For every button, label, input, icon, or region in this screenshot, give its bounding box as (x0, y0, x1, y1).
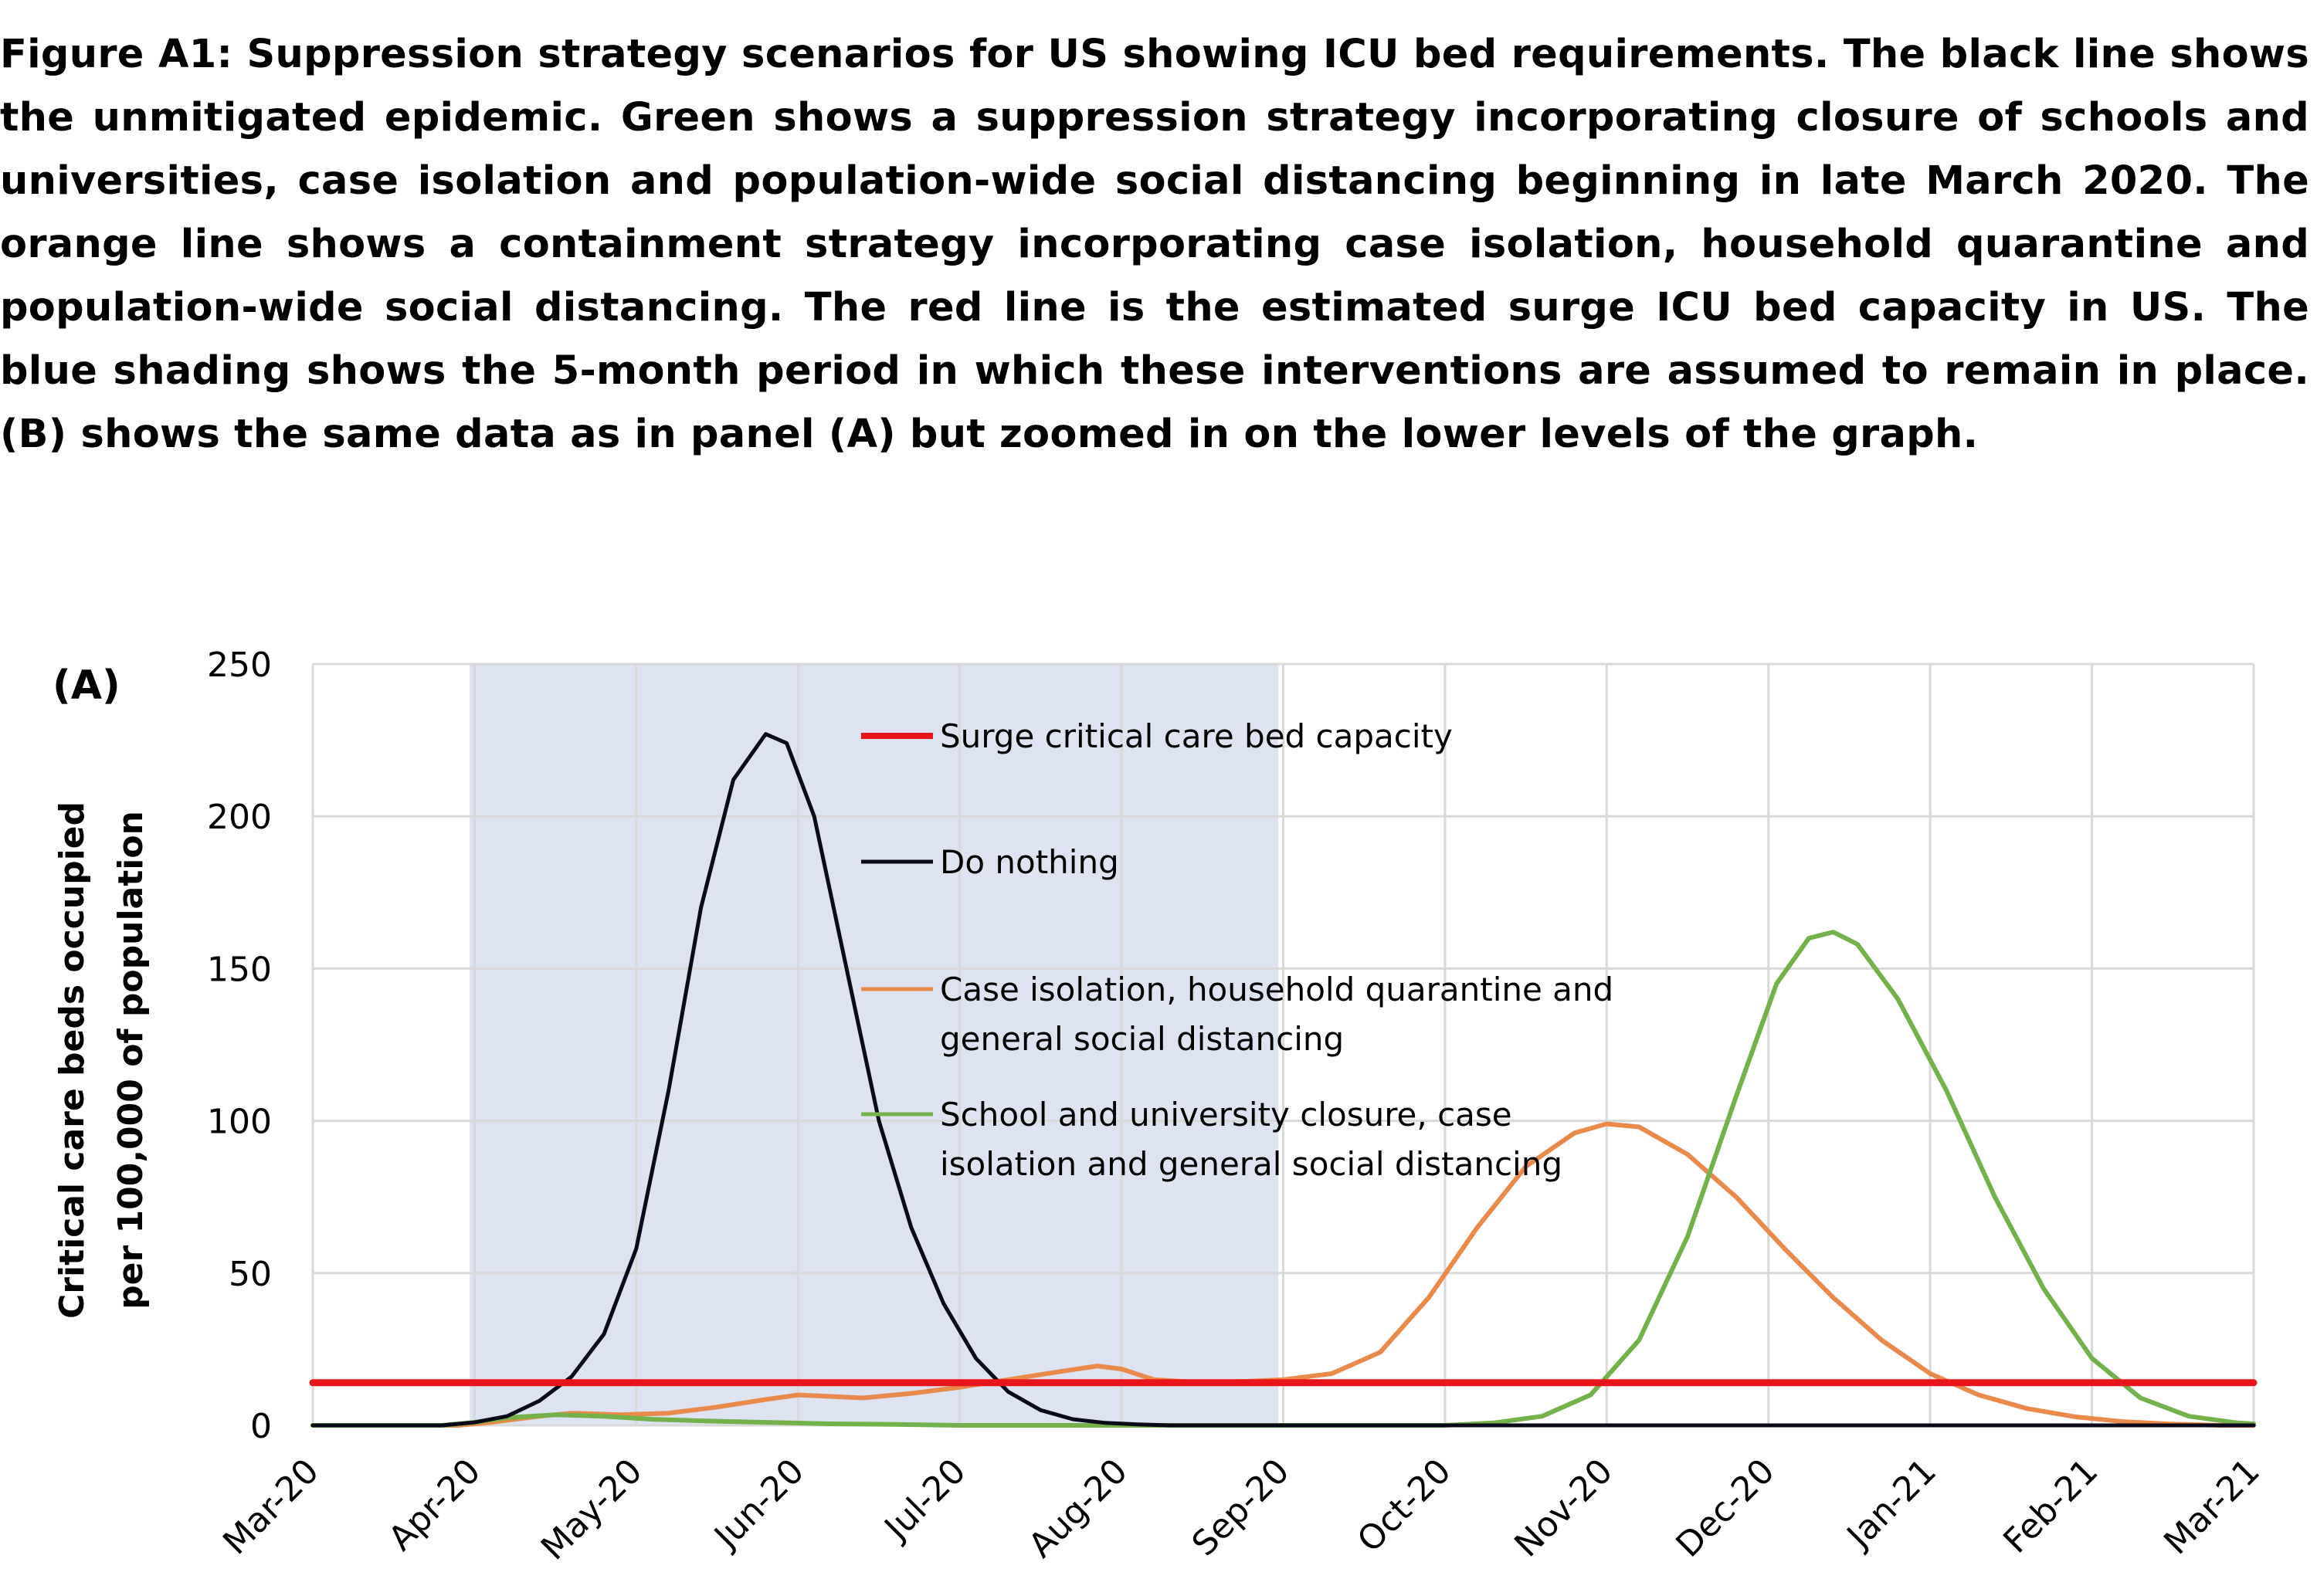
y-tick-label: 100 (207, 1103, 272, 1142)
x-tick-label: Mar-20 (215, 1452, 327, 1563)
series-line-school-closure (310, 930, 2256, 1428)
y-tick-label: 50 (229, 1255, 272, 1294)
legend-label-school-closure: School and university closure, case (940, 1096, 1512, 1133)
y-tick-label: 250 (207, 646, 272, 685)
y-axis-title-line: Critical care beds occupied (53, 801, 92, 1319)
legend-label-case-isolation: general social distancing (940, 1020, 1344, 1058)
y-tick-label: 150 (207, 950, 272, 989)
figure-caption: Figure A1: Suppression strategy scenario… (0, 32, 2309, 457)
series-lines (309, 732, 2258, 1428)
legend-label-do-nothing: Do nothing (940, 843, 1119, 881)
x-tick-label: Mar-21 (2156, 1452, 2268, 1563)
x-tick-label: Sep-20 (1185, 1452, 1298, 1564)
y-axis-ticks: 0 50 100 150 200 250 (207, 646, 272, 1446)
legend-label-case-isolation: Case isolation, household quarantine and (940, 971, 1613, 1008)
y-tick-label: 200 (207, 798, 272, 837)
x-tick-label: Jun-20 (705, 1452, 812, 1558)
intervention-period-shading-layer (470, 664, 1279, 1425)
x-tick-label: Apr-20 (381, 1452, 488, 1559)
series-line-do-nothing (310, 732, 2256, 1428)
panel-label: (A) (53, 662, 120, 709)
legend-label-school-closure: isolation and general social distancing (940, 1145, 1562, 1183)
y-axis-title-line: per 100,000 of population (111, 811, 151, 1310)
x-axis-ticks: Mar-20 Apr-20 May-20 Jun-20 Jul-20 Aug-20 Sep-… (215, 1452, 2268, 1568)
legend-label-capacity: Surge critical care bed capacity (940, 717, 1453, 755)
x-tick-label: Jan-21 (1838, 1452, 1944, 1557)
x-tick-label: Nov-20 (1507, 1452, 1620, 1565)
intervention-period-shading (470, 664, 1279, 1425)
legend: Surge critical care bed capacity Do nothi… (861, 717, 1613, 1183)
x-tick-label: Oct-20 (1350, 1452, 1459, 1560)
x-tick-label: Feb-21 (1996, 1452, 2105, 1561)
y-tick-label: 0 (250, 1407, 272, 1446)
y-axis-title: Critical care beds occupied per 100,000 o… (53, 801, 151, 1319)
x-tick-label: May-20 (534, 1452, 650, 1568)
x-tick-label: Dec-20 (1668, 1452, 1782, 1565)
x-tick-label: Aug-20 (1021, 1452, 1135, 1566)
x-tick-label: Jul-20 (876, 1452, 974, 1550)
